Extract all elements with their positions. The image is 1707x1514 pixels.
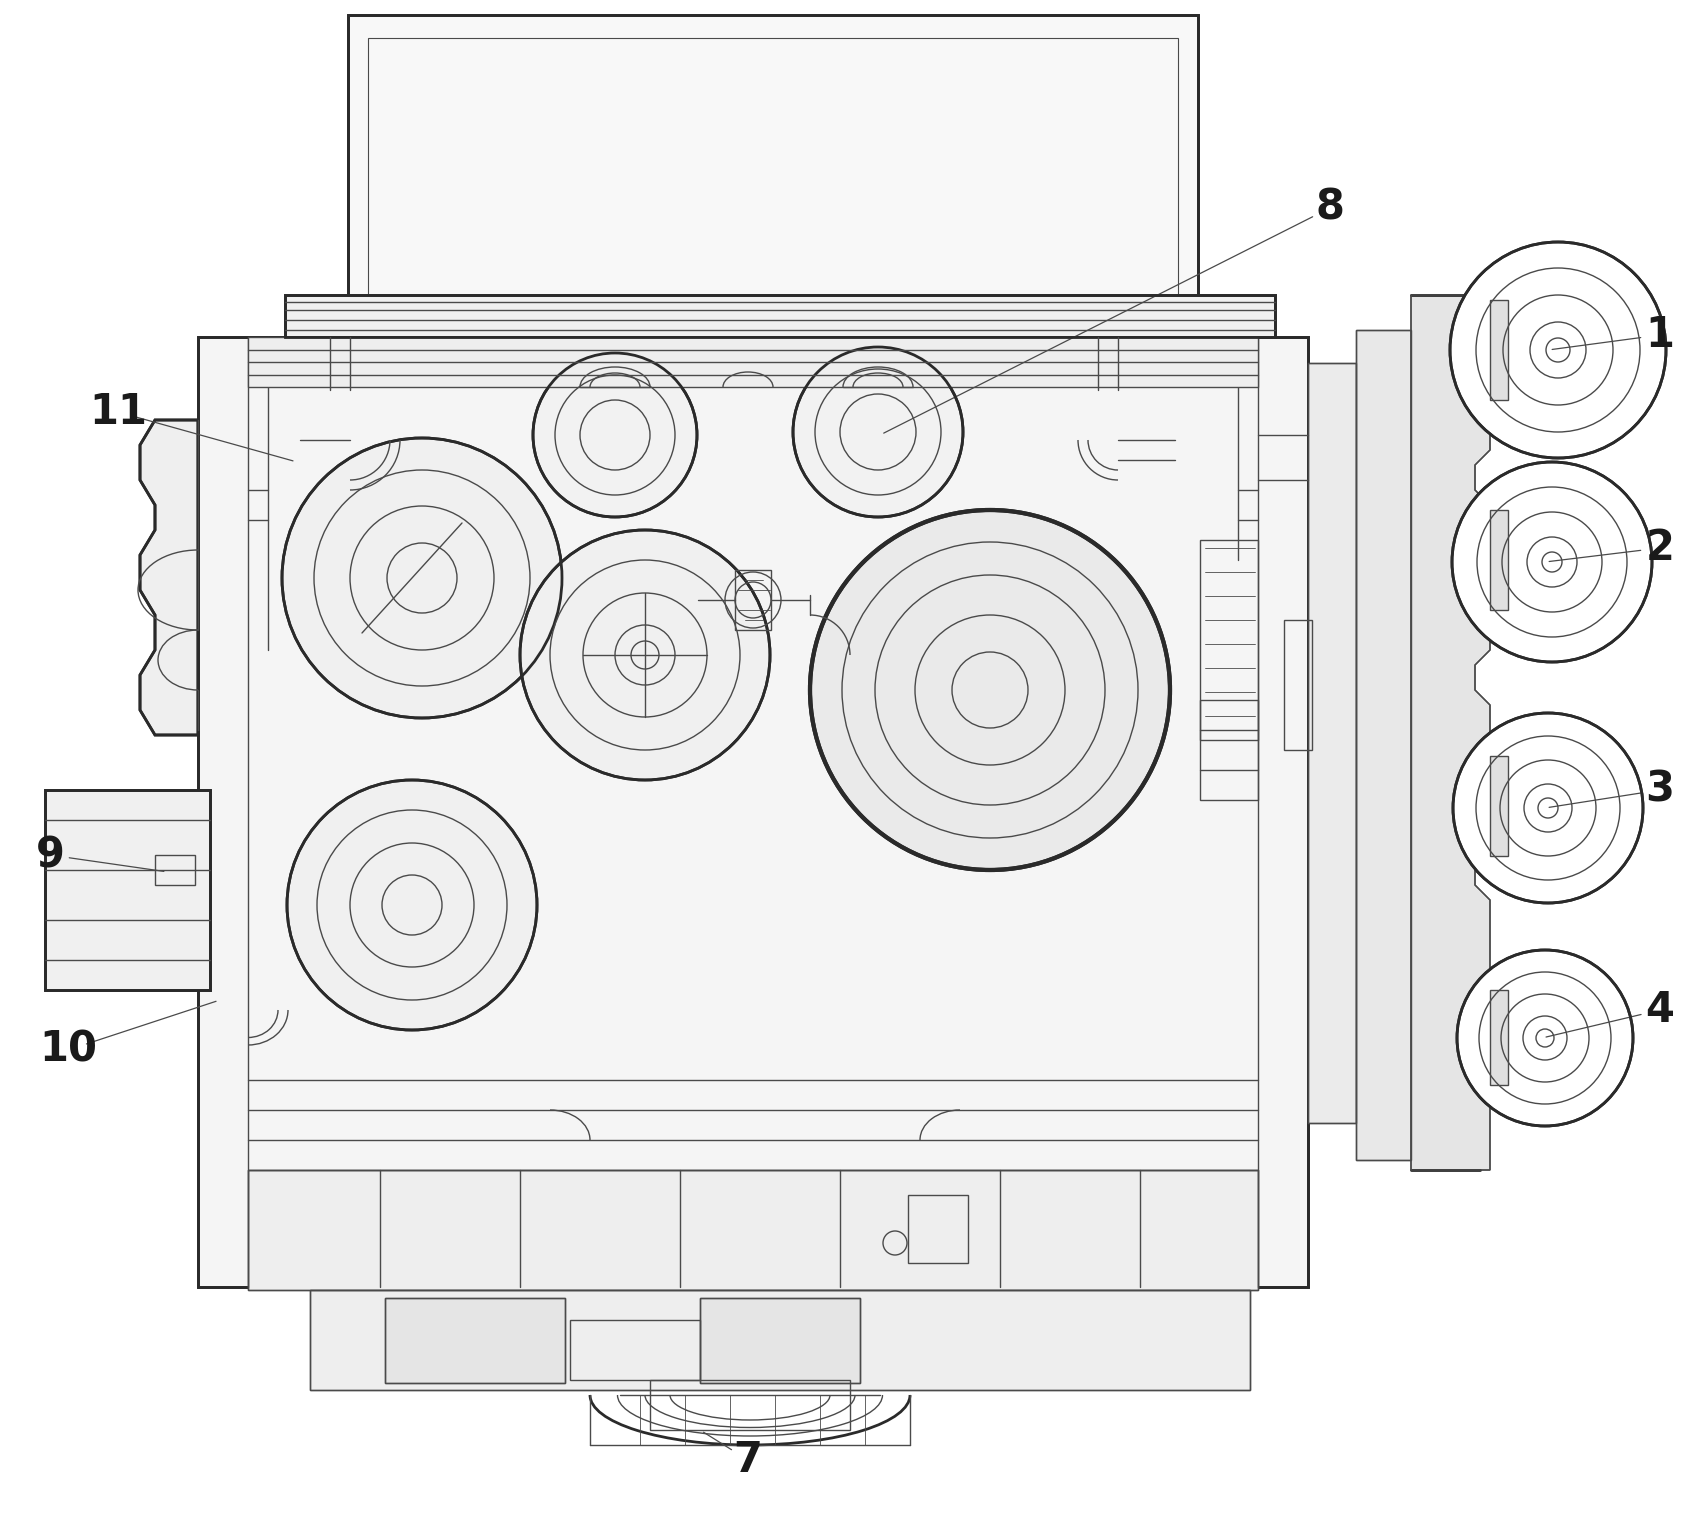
Bar [1355,330,1412,1160]
Bar [285,295,1275,338]
Bar [1200,699,1258,799]
Polygon shape [1412,295,1490,1170]
Bar [908,1195,968,1263]
Bar [570,1320,700,1379]
Bar [1355,330,1412,1160]
Text: 11: 11 [89,391,147,433]
Circle shape [1458,949,1634,1126]
Circle shape [1449,242,1666,459]
Bar [311,1290,1250,1390]
Circle shape [287,780,538,1030]
Bar [1200,540,1258,740]
Text: 2: 2 [1646,527,1675,569]
Bar [1284,621,1313,749]
Text: 3: 3 [1646,769,1675,812]
Bar [311,1290,1250,1390]
Bar [386,1297,565,1382]
Bar [1308,363,1355,1123]
Bar [155,855,195,886]
Bar [248,338,1258,388]
Bar [44,790,210,990]
Text: 9: 9 [36,834,65,877]
Circle shape [811,510,1169,871]
Bar [348,15,1198,310]
Bar [198,338,1308,1287]
Polygon shape [140,419,198,734]
Bar [700,1297,860,1382]
Text: 4: 4 [1646,989,1675,1031]
Text: 10: 10 [39,1030,97,1070]
Text: 7: 7 [734,1438,763,1481]
Bar [44,790,210,990]
Circle shape [1453,462,1652,662]
Bar [1490,990,1507,1086]
Circle shape [533,353,696,516]
Bar [369,38,1178,297]
Bar [650,1379,850,1431]
Bar [248,1170,1258,1290]
Text: 1: 1 [1646,313,1675,356]
Bar [1490,755,1507,855]
Bar [1308,363,1355,1123]
Bar [198,338,1308,1287]
Bar [1490,510,1507,610]
Bar [700,1297,860,1382]
Bar [736,569,772,630]
Circle shape [521,530,770,780]
Bar [248,1170,1258,1290]
Bar [285,295,1275,338]
Bar [348,15,1198,310]
Bar [1490,300,1507,400]
Text: 8: 8 [1316,188,1345,229]
Circle shape [1453,713,1644,902]
Circle shape [794,347,963,516]
Bar [386,1297,565,1382]
Circle shape [282,438,562,718]
